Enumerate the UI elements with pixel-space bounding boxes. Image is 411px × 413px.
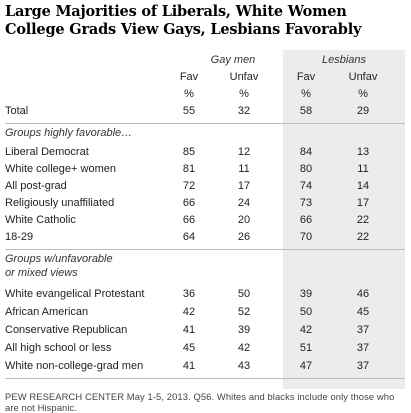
cell-value: 42: [299, 324, 313, 336]
cell-value: 42: [237, 342, 251, 354]
cell-value: 17: [237, 180, 251, 192]
source-note: PEW RESEARCH CENTER May 1-5, 2013. Q56. …: [5, 391, 395, 413]
cell-total-gay-unfav: 32: [237, 105, 251, 117]
cell-value: 50: [299, 306, 313, 318]
section-heading-unfavorable-line-2: or mixed views: [5, 267, 78, 279]
chart-title: Large Majorities of Liberals, White Wome…: [5, 3, 405, 38]
col-header-gay-fav: Fav: [179, 71, 199, 83]
cell-value: 80: [299, 163, 313, 175]
cell-value: 37: [356, 342, 370, 354]
row-label-total: Total: [5, 105, 29, 117]
cell-value: 66: [182, 214, 196, 226]
cell-value: 45: [182, 342, 196, 354]
cell-value: 43: [237, 360, 251, 372]
cell-value: 84: [299, 146, 313, 158]
cell-value: 39: [237, 324, 251, 336]
title-line-2: College Grads View Gays, Lesbians Favora…: [5, 20, 362, 38]
cell-value: 22: [356, 214, 370, 226]
cell-value: 51: [299, 342, 313, 354]
percent-sign: %: [358, 88, 368, 100]
cell-value: 50: [237, 288, 251, 300]
row-label: All high school or less: [5, 342, 112, 354]
cell-value: 66: [299, 214, 313, 226]
row-label: African American: [5, 306, 89, 318]
row-label: 18-29: [5, 231, 34, 243]
cell-value: 45: [356, 306, 370, 318]
col-header-les-unfav: Unfav: [348, 71, 378, 83]
separator-line: [5, 378, 405, 379]
row-label: All post-grad: [5, 180, 67, 192]
cell-value: 64: [182, 231, 196, 243]
cell-total-les-fav: 58: [299, 105, 313, 117]
row-label: White evangelical Protestant: [5, 288, 145, 300]
row-label: White non-college-grad men: [5, 360, 144, 372]
group-header-gay-men: Gay men: [210, 54, 256, 66]
cell-value: 26: [237, 231, 251, 243]
cell-value: 12: [237, 146, 251, 158]
cell-value: 72: [182, 180, 196, 192]
cell-value: 41: [182, 360, 196, 372]
cell-value: 39: [299, 288, 313, 300]
cell-value: 73: [299, 197, 313, 209]
row-label: White Catholic: [5, 214, 76, 226]
cell-value: 17: [356, 197, 370, 209]
cell-total-les-unfav: 29: [356, 105, 370, 117]
cell-value: 14: [356, 180, 370, 192]
row-label: Conservative Republican: [5, 324, 128, 336]
cell-value: 11: [357, 163, 369, 175]
row-label: Religiously unaffiliated: [5, 197, 115, 209]
col-header-gay-unfav: Unfav: [229, 71, 259, 83]
cell-value: 81: [182, 163, 196, 175]
separator-line: [5, 123, 405, 124]
cell-value: 47: [299, 360, 313, 372]
section-heading-unfavorable-line-1: Groups w/unfavorable: [5, 253, 113, 265]
row-label: Liberal Democrat: [5, 146, 89, 158]
cell-value: 42: [182, 306, 196, 318]
cell-value: 36: [182, 288, 196, 300]
cell-value: 74: [299, 180, 313, 192]
cell-value: 85: [182, 146, 196, 158]
cell-value: 41: [182, 324, 196, 336]
cell-value: 70: [299, 231, 313, 243]
cell-value: 46: [356, 288, 370, 300]
separator-line: [5, 249, 405, 250]
section-heading-favorable: Groups highly favorable…: [5, 127, 133, 139]
percent-sign: %: [239, 88, 249, 100]
lesbians-column-shade: [283, 50, 405, 389]
cell-value: 20: [237, 214, 251, 226]
percent-sign: %: [301, 88, 311, 100]
cell-value: 37: [356, 324, 370, 336]
group-header-lesbians: Lesbians: [321, 54, 367, 66]
percent-sign: %: [184, 88, 194, 100]
title-line-1: Large Majorities of Liberals, White Wome…: [5, 3, 347, 20]
cell-value: 66: [182, 197, 196, 209]
cell-value: 37: [356, 360, 370, 372]
cell-value: 24: [237, 197, 251, 209]
cell-value: 52: [237, 306, 251, 318]
cell-value: 11: [238, 163, 250, 175]
cell-value: 22: [356, 231, 370, 243]
cell-total-gay-fav: 55: [182, 105, 196, 117]
cell-value: 13: [356, 146, 370, 158]
row-label: White college+ women: [5, 163, 116, 175]
col-header-les-fav: Fav: [296, 71, 316, 83]
